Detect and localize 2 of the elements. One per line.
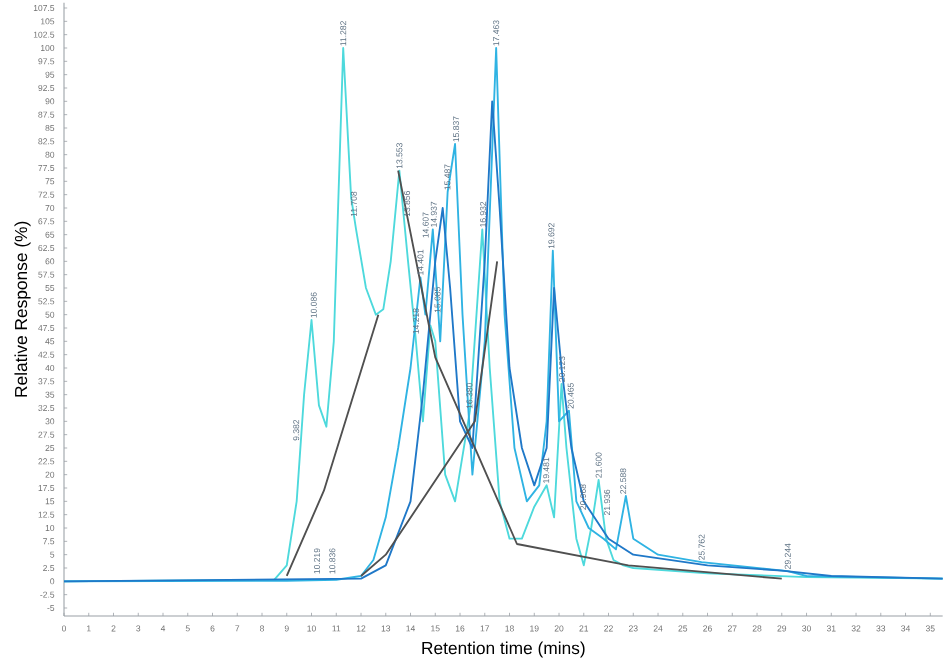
y-axis-title: Relative Response (%): [14, 221, 31, 397]
x-axis-title: Retention time (mins): [422, 641, 585, 658]
